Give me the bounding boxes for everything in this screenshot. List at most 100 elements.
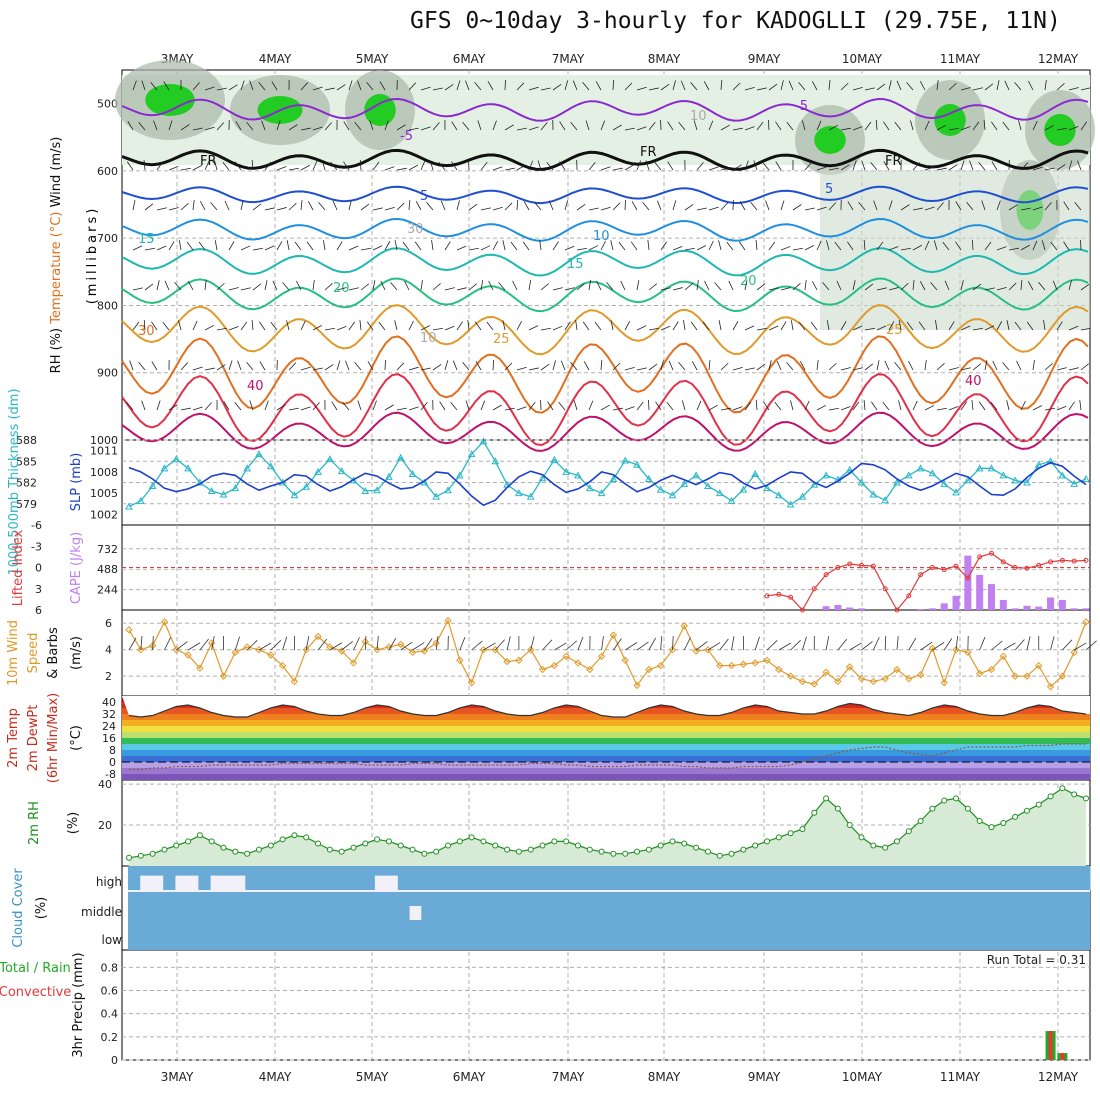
rh-point [1083,795,1089,802]
cloud-high-bar [479,866,493,890]
cloud-high-bar [327,866,340,890]
wind-barb [872,637,880,651]
thickness-point [1023,478,1031,486]
rh-point [456,838,463,845]
wind-barb [912,400,918,411]
upper-tick-label: 1000 [90,434,118,447]
wind-barb [282,636,288,651]
wind-barb [924,120,930,131]
cloud-high-bar [644,866,657,890]
wind-barb [564,321,571,331]
wind-speed-point [869,677,878,686]
wind-barb [178,320,182,331]
wind-barb [367,361,374,371]
wind-barb [1056,321,1063,331]
lifted-index-tick-label: -6 [31,519,42,532]
wind-barb [1063,241,1070,251]
wind-barb [624,199,626,211]
temperature-tick-label: 24 [102,720,116,733]
cloud-high-bar [1019,866,1032,890]
wind-barb [510,241,518,251]
wind-barb [852,126,863,131]
thickness-point [125,502,133,510]
wind-barb [360,203,370,211]
wind-barb [1044,167,1055,171]
wind-barb [359,320,362,331]
wind-speed-point [491,645,499,654]
rh-point [563,838,570,845]
wind-barb [204,126,215,131]
wind-barb [144,203,154,211]
wind-barb [300,127,311,131]
contour-label: FR [640,145,657,160]
wind-barb [672,245,683,251]
cloud-high-bar [397,866,411,890]
cloud-high-bar [292,866,305,890]
date-label-bottom: 4MAY [259,1070,292,1084]
thickness-point [515,489,523,497]
wind-barb [804,244,815,251]
wind-barb [1008,204,1018,211]
wind-barb [480,161,488,171]
wind-barb [798,82,806,91]
rh-point [315,840,322,847]
wind-speed-point [680,622,689,630]
wind-barb [1026,321,1034,331]
rh-point [728,850,735,857]
cloud-high-bar [198,866,211,890]
wind-barb [1004,80,1010,91]
rh-point [610,850,617,857]
wind-barb [606,282,614,291]
rh-point [716,852,723,859]
wind-barb [492,240,499,251]
wind-barb [707,642,721,651]
wind-barb [1006,320,1010,331]
precip-tick-label: 0.8 [101,961,119,974]
cloud-high-bar [280,866,293,890]
wind-barb [554,642,567,651]
wind-barb [444,325,455,331]
thickness-point [314,467,322,475]
thickness-point [715,489,724,497]
wind-barb [198,241,206,251]
wind-barb [204,402,212,411]
wind-barb [766,640,778,651]
thickness-point [385,472,393,480]
wind-barb [861,160,866,171]
wind-barb [141,80,146,91]
wind-barb [426,202,434,211]
rh-point [681,840,688,847]
temperature-axis-label-2: 2m DewPt [26,705,41,772]
cloud-high-bar [468,866,481,890]
contour-label: 15 [138,232,155,247]
wind-barb [272,280,278,291]
cloud-high-bar [1054,866,1068,890]
cloud-high-bar [749,866,763,890]
wind-barb [690,321,698,331]
wind-barb [612,362,621,371]
wind-barb [648,637,657,651]
contour-label: 10 [593,229,610,244]
wind-barb [174,282,182,291]
wind-barb [528,280,532,291]
wind-barb [408,366,419,371]
cloud-high-bar [233,866,246,876]
wind-barb [204,280,207,291]
wind-speed-point [125,626,133,634]
wind-barb [912,280,915,291]
wind-barb [228,84,238,91]
wind-barb [919,281,926,291]
cloud-high-bar [937,866,950,890]
wind-barb [1032,120,1038,131]
wind-barb [432,364,442,371]
wind-speed-point [893,665,901,674]
wind-barb [468,283,477,291]
wind-barb [216,87,227,91]
wind-barb [560,360,566,371]
contour-label: 15 [567,257,584,272]
cape-bar [987,584,995,610]
wind-barb [972,283,982,291]
wind-barb [534,202,542,211]
wind-barb [504,124,514,131]
wind-barb [648,283,658,291]
